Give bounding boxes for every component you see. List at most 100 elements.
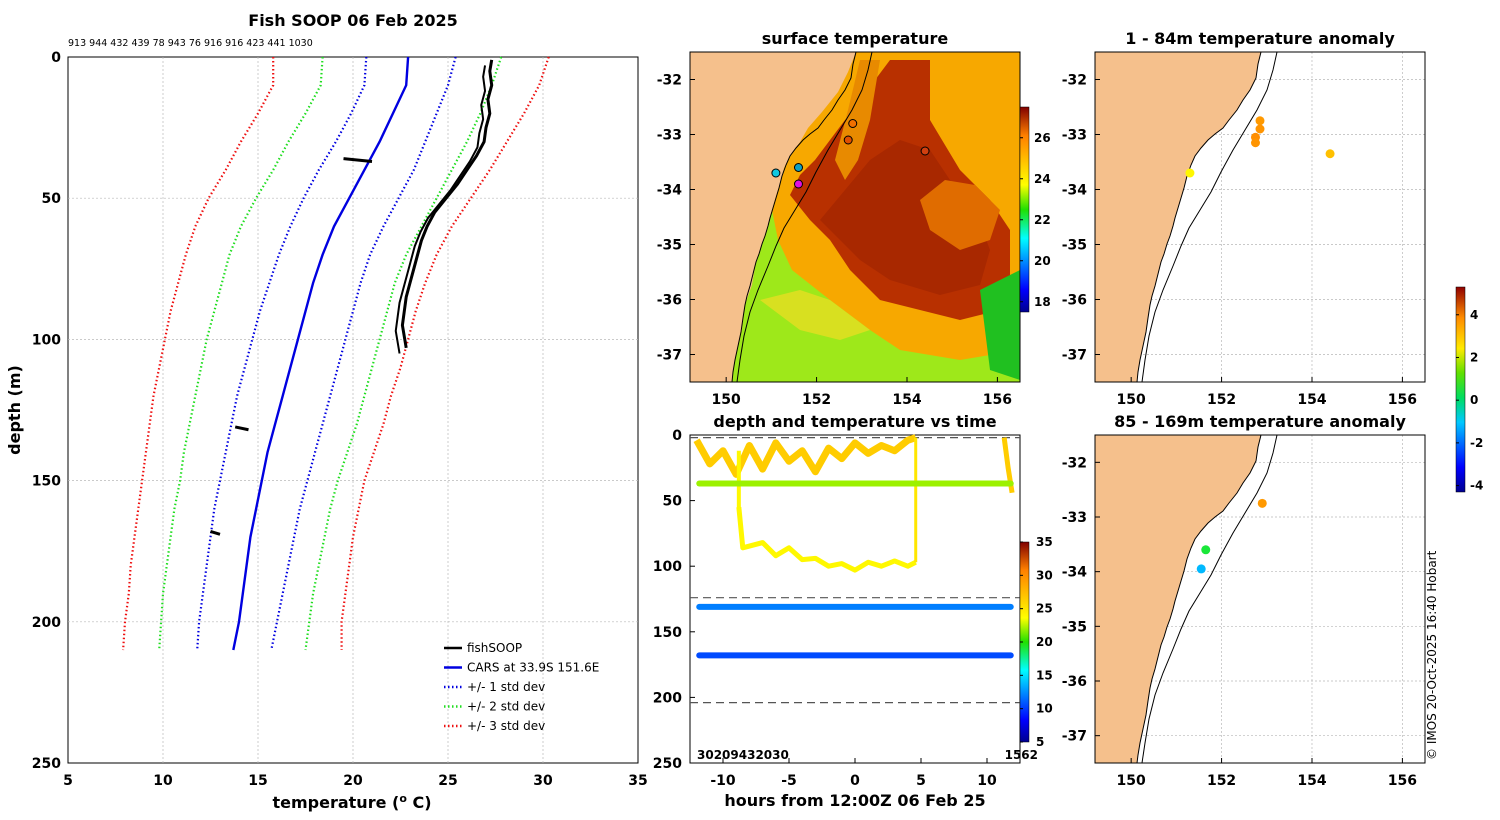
map-ytick: -35 <box>657 238 682 254</box>
anomaly-colorbar-tick: 2 <box>1470 350 1478 364</box>
time-panel: depth and temperature vs time -10 -5 0 5 100… <box>653 412 1053 810</box>
anomaly-colorbar-tick: 4 <box>1470 308 1478 322</box>
time-colorbar-tick: 30 <box>1036 568 1053 582</box>
map-ytick: -34 <box>657 183 683 199</box>
profile-fishsoop-fragment <box>210 529 221 536</box>
time-ytick: 150 <box>653 625 682 641</box>
anomaly-deep-panel: 85 - 169m temperature anomaly 150 152 154 1… <box>1062 412 1426 789</box>
profile-xtick: 30 <box>533 773 553 789</box>
map-ytick: -37 <box>657 348 682 364</box>
anomaly-point <box>1325 149 1335 159</box>
anomaly-shallow-panel: 1 - 84m temperature anomaly 150 152 154 156… <box>1062 29 1426 408</box>
sst-colorbar <box>1019 106 1030 313</box>
map-xtick: 154 <box>892 392 921 408</box>
map-xtick: 156 <box>983 392 1012 408</box>
anomaly-point <box>1201 545 1211 555</box>
time-plot-area <box>689 434 1021 764</box>
profile-fishsoop-line <box>400 59 494 349</box>
anomaly-point <box>1196 564 1206 574</box>
profile-xlabel: temperature (o C) <box>272 792 431 812</box>
map-xtick: 150 <box>1117 773 1146 789</box>
profile-series-line <box>270 56 457 651</box>
profile-legend: fishSOOP CARS at 33.9S 151.6E +/- 1 std de… <box>444 641 599 733</box>
map-xtick: 152 <box>802 392 831 408</box>
profile-xtick: 25 <box>438 773 457 789</box>
anomaly-deep-title: 85 - 169m temperature anomaly <box>1114 412 1406 431</box>
legend-label: CARS at 33.9S 151.6E <box>467 661 599 675</box>
profile-xtick: 10 <box>153 773 173 789</box>
profile-xtick: 20 <box>343 773 363 789</box>
profile-series-line <box>340 56 550 651</box>
time-xtick: -10 <box>710 773 736 789</box>
map-ytick: -34 <box>1062 565 1088 581</box>
time-ytick: 50 <box>663 494 683 510</box>
time-ytick: 100 <box>653 559 682 575</box>
map-ytick: -33 <box>657 128 682 144</box>
time-right-label: 1562 <box>1005 748 1038 762</box>
profile-xtick: 5 <box>63 773 73 789</box>
time-colorbar-tick: 10 <box>1036 702 1053 716</box>
map-xtick: 150 <box>1117 392 1146 408</box>
anomaly-shallow-land <box>1095 52 1262 382</box>
map-ytick: -36 <box>1062 674 1087 690</box>
sst-station-marker <box>920 146 930 156</box>
anomaly-deep-frame <box>1094 434 1426 764</box>
anomaly-shallow-isobath <box>1141 52 1278 382</box>
map-ytick: -37 <box>1062 348 1087 364</box>
sst-colorbar-tick: 22 <box>1034 213 1051 227</box>
map-xtick: 150 <box>712 392 741 408</box>
time-colorbar-tick: 20 <box>1036 635 1053 649</box>
time-xtick: 0 <box>850 773 860 789</box>
profile-series-line <box>122 57 275 651</box>
map-xtick: 152 <box>1207 773 1236 789</box>
profile-series-line <box>232 56 410 651</box>
sst-colorbar-tick: 18 <box>1034 295 1051 309</box>
map-ytick: -32 <box>657 73 682 89</box>
sst-station-marker <box>848 119 858 128</box>
sst-coastline <box>731 52 857 382</box>
map-ytick: -35 <box>1062 238 1087 254</box>
sst-colorbar-tick: 20 <box>1034 254 1051 268</box>
anomaly-deep-land <box>1095 435 1262 763</box>
time-xlabel: hours from 12:00Z 06 Feb 25 <box>724 791 985 810</box>
time-dive-track <box>736 506 917 573</box>
anomaly-point <box>1257 498 1267 508</box>
profile-series-line <box>158 56 324 651</box>
map-xtick: 156 <box>1388 773 1417 789</box>
profile-fishsoop-line <box>394 65 487 354</box>
profile-ytick: 150 <box>32 474 61 490</box>
map-ytick: -35 <box>1062 619 1087 635</box>
legend-label: fishSOOP <box>467 641 522 655</box>
time-colorbar-tick: 15 <box>1036 668 1053 682</box>
time-xtick: 5 <box>916 773 926 789</box>
profile-ytick: 250 <box>32 756 61 772</box>
anomaly-colorbar-tick: 0 <box>1470 393 1478 407</box>
profile-ytick: 50 <box>42 191 62 207</box>
anomaly-colorbar-tick: -4 <box>1470 479 1483 493</box>
map-ytick: -33 <box>1062 128 1087 144</box>
sst-title: surface temperature <box>762 29 949 48</box>
map-xtick: 152 <box>1207 392 1236 408</box>
anomaly-shallow-frame <box>1094 51 1426 383</box>
time-left-label: 30209432030 <box>697 748 789 762</box>
time-ytick: 200 <box>653 690 682 706</box>
sst-station-marker <box>793 179 803 189</box>
sst-isobath <box>736 52 873 382</box>
anomaly-deep-isobath <box>1141 435 1278 763</box>
sst-station-marker <box>843 135 853 145</box>
profile-xtick: 15 <box>248 773 267 789</box>
map-ytick: -32 <box>1062 455 1087 471</box>
profile-fishsoop-fragment <box>343 157 373 163</box>
map-xtick: 156 <box>1388 392 1417 408</box>
profile-series-line <box>196 56 368 651</box>
map-ytick: -36 <box>657 293 682 309</box>
legend-label: +/- 2 std dev <box>467 700 545 714</box>
time-xtick: -5 <box>781 773 797 789</box>
anomaly-colorbar <box>1455 286 1466 493</box>
map-xtick: 154 <box>1297 773 1326 789</box>
profile-ytick: 200 <box>32 615 61 631</box>
profile-ytick: 100 <box>32 332 61 348</box>
anomaly-point <box>1185 168 1195 178</box>
profile-ylabel: depth (m) <box>5 365 24 455</box>
